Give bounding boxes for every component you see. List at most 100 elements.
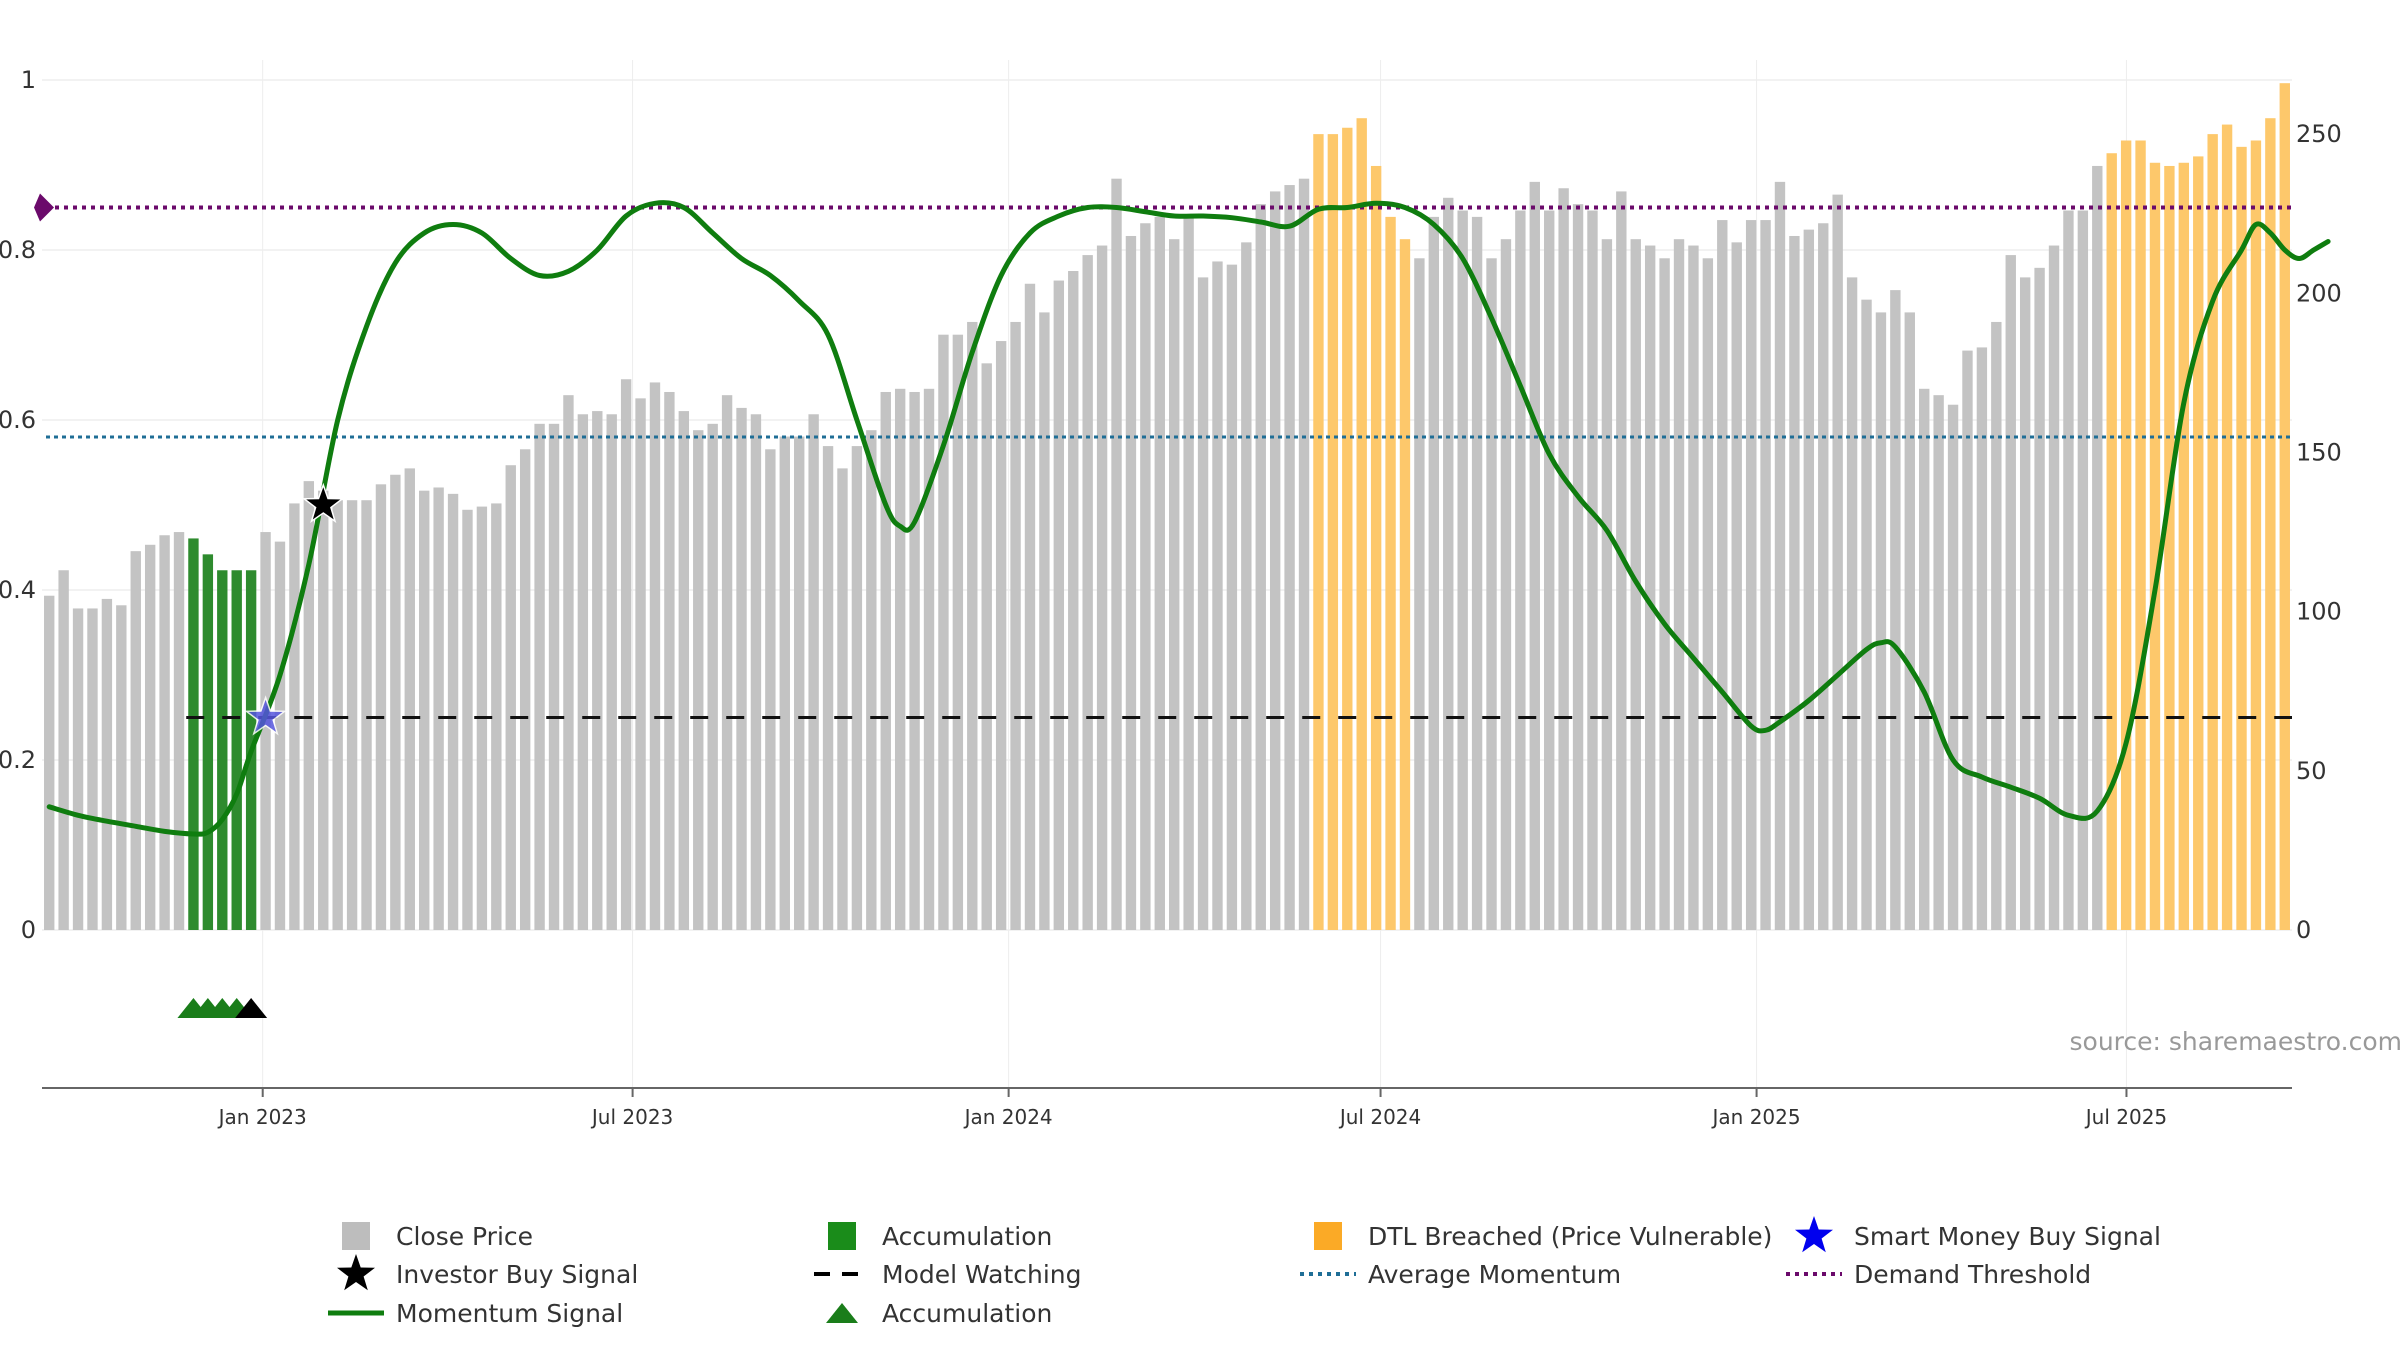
price-bar [1053,280,1065,930]
momentum-signal-line [46,200,2331,837]
price-bar [1457,210,1468,930]
y-right-tick-label: 150 [2296,438,2342,466]
price-bar [721,395,733,930]
price-bar [1471,216,1483,930]
price-bar [736,407,747,930]
price-bar [447,493,459,930]
price-bar [1803,229,1815,930]
price-bar [765,449,776,930]
price-bar [1039,312,1050,930]
demand-threshold-marker [34,193,54,222]
x-tick-label: Jul 2024 [1338,1105,1421,1129]
price-bar [1544,210,1555,930]
price-bar [1010,321,1021,930]
price-bar [635,398,646,931]
axes: Jan 2023 Jul 2023 Jan 2024 Jul 2024 Jan 2025… [0,66,2342,1129]
price-bar [1731,242,1742,931]
price-bar [894,388,906,930]
price-bar [231,570,242,930]
price-bar [87,608,98,930]
price-bar [462,509,473,930]
price-bar [822,446,834,930]
y-right-tick-label: 50 [2296,757,2327,785]
price-bar [1269,191,1281,931]
price-bar [44,595,55,930]
price-bar [1342,127,1353,930]
price-bar [2135,140,2146,931]
price-bar [144,544,156,930]
legend-swatch-close-price [342,1222,370,1250]
price-bar [1933,395,1944,930]
reference-lines [34,193,2292,719]
momentum-signal-series [46,200,2331,837]
price-bar [1313,134,1324,930]
price-bar [1241,242,1252,931]
buy-signals [244,482,345,736]
price-bar [995,341,1007,930]
y-left-tick-label: 1 [21,66,36,94]
price-bar [332,500,343,930]
price-bar [1140,223,1151,930]
price-bar [1861,299,1872,930]
price-bar [909,391,920,930]
y-left-tick-label: 0.6 [0,406,36,434]
price-bar [2034,267,2045,931]
price-bar [1154,216,1165,930]
price-bar [2207,134,2218,930]
x-tick-label: Jul 2023 [590,1105,673,1129]
price-bar [1500,239,1512,930]
price-bar [1587,210,1598,930]
price-bar [678,411,690,931]
y-left-tick-label: 0.8 [0,236,36,264]
price-bar [1370,165,1382,930]
y-right-tick-label: 250 [2296,120,2342,148]
price-bar [1760,220,1771,930]
price-bar [750,414,762,930]
legend-label-accumulation: Accumulation [882,1299,1052,1328]
price-bar [303,481,315,930]
legend-swatch-smart-money-buy-signal [1795,1216,1833,1253]
price-bar [101,598,113,930]
price-bar [1212,261,1223,931]
price-bar [577,414,589,930]
price-bar [375,484,387,930]
price-bar [923,388,935,930]
price-bar [433,487,444,930]
price-bar [1255,204,1266,930]
y-right-tick-label: 200 [2296,279,2342,307]
legend-label-smart-money-buy-signal: Smart Money Buy Signal [1854,1222,2161,1251]
price-bar [419,490,430,930]
price-bar [649,382,661,930]
price-bar [1428,216,1440,930]
price-bar [1644,245,1656,931]
price-bar [1111,178,1122,930]
price-bar [1356,118,1367,930]
price-bar [2077,210,2089,930]
price-bar [72,608,84,930]
legend-label-average-momentum: Average Momentum [1368,1260,1621,1289]
y-right-tick-label: 100 [2296,598,2342,626]
price-bar [346,500,358,930]
price-bar [1919,388,1930,930]
price-bar [563,395,574,930]
price-bar [1673,239,1685,930]
price-bar [1947,404,1959,931]
source-label: source: sharemaestro.com [2070,1027,2400,1056]
smart-money-buy-signal-star [244,695,287,736]
price-bar [548,423,560,930]
legend-label-demand-threshold: Demand Threshold [1854,1260,2091,1289]
price-bar [1327,134,1339,930]
price-bar [2149,162,2161,930]
legend-label-accumulation: Accumulation [882,1222,1052,1251]
price-bar [1774,181,1786,930]
price-bar [2063,210,2074,930]
price-bar [1659,258,1670,930]
price-bar [217,570,228,930]
price-bar [794,436,805,930]
price-bar [2048,245,2060,931]
price-bar [1572,204,1584,930]
price-bar [1702,258,1714,930]
price-bar [1875,312,1887,930]
price-bar [1024,283,1036,930]
